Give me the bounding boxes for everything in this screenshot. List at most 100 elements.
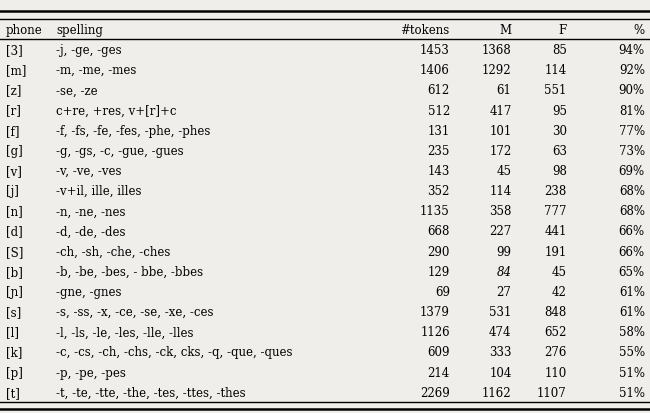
Text: 358: 358 — [489, 205, 512, 218]
Text: [s]: [s] — [6, 305, 21, 318]
Text: 85: 85 — [552, 44, 567, 57]
Text: [m]: [m] — [6, 64, 26, 77]
Text: -p, -pe, -pes: -p, -pe, -pes — [56, 366, 126, 379]
Text: [k]: [k] — [6, 346, 22, 358]
Text: 66%: 66% — [619, 245, 645, 258]
Text: 110: 110 — [545, 366, 567, 379]
Text: 114: 114 — [545, 64, 567, 77]
Text: 1292: 1292 — [482, 64, 512, 77]
Text: [S]: [S] — [6, 245, 23, 258]
Text: [3]: [3] — [6, 44, 23, 57]
Text: [p]: [p] — [6, 366, 23, 379]
Text: 227: 227 — [489, 225, 512, 238]
Text: 77%: 77% — [619, 124, 645, 138]
Text: 99: 99 — [497, 245, 512, 258]
Text: 612: 612 — [428, 84, 450, 97]
Text: 609: 609 — [427, 346, 450, 358]
Text: -m, -me, -mes: -m, -me, -mes — [56, 64, 136, 77]
Text: 27: 27 — [497, 285, 512, 298]
Text: 90%: 90% — [619, 84, 645, 97]
Text: 73%: 73% — [619, 145, 645, 157]
Text: 51%: 51% — [619, 386, 645, 399]
Text: [l]: [l] — [6, 325, 19, 339]
Text: 1406: 1406 — [420, 64, 450, 77]
Text: 92%: 92% — [619, 64, 645, 77]
Text: -gne, -gnes: -gne, -gnes — [56, 285, 122, 298]
Text: 63: 63 — [552, 145, 567, 157]
Text: 66%: 66% — [619, 225, 645, 238]
Text: 441: 441 — [545, 225, 567, 238]
Text: 1162: 1162 — [482, 386, 512, 399]
Text: 1126: 1126 — [420, 325, 450, 339]
Text: 61%: 61% — [619, 285, 645, 298]
Text: 68%: 68% — [619, 205, 645, 218]
Text: 238: 238 — [545, 185, 567, 198]
Text: 276: 276 — [545, 346, 567, 358]
Text: 42: 42 — [552, 285, 567, 298]
Text: 45: 45 — [552, 265, 567, 278]
Text: 2269: 2269 — [420, 386, 450, 399]
Text: 191: 191 — [545, 245, 567, 258]
Text: 652: 652 — [545, 325, 567, 339]
Text: 848: 848 — [545, 305, 567, 318]
Text: 143: 143 — [428, 165, 450, 178]
Text: #tokens: #tokens — [400, 24, 450, 37]
Text: -ch, -sh, -che, -ches: -ch, -sh, -che, -ches — [56, 245, 170, 258]
Text: -d, -de, -des: -d, -de, -des — [56, 225, 125, 238]
Text: 98: 98 — [552, 165, 567, 178]
Text: 45: 45 — [497, 165, 512, 178]
Text: 290: 290 — [428, 245, 450, 258]
Text: 214: 214 — [428, 366, 450, 379]
Text: 551: 551 — [545, 84, 567, 97]
Text: 55%: 55% — [619, 346, 645, 358]
Text: 81%: 81% — [619, 104, 645, 117]
Text: -s, -ss, -x, -ce, -se, -xe, -ces: -s, -ss, -x, -ce, -se, -xe, -ces — [56, 305, 213, 318]
Text: -se, -ze: -se, -ze — [56, 84, 98, 97]
Text: -v+il, ille, illes: -v+il, ille, illes — [56, 185, 142, 198]
Text: 65%: 65% — [619, 265, 645, 278]
Text: F: F — [558, 24, 567, 37]
Text: 352: 352 — [428, 185, 450, 198]
Text: 417: 417 — [489, 104, 512, 117]
Text: 333: 333 — [489, 346, 512, 358]
Text: [r]: [r] — [6, 104, 21, 117]
Text: -c, -cs, -ch, -chs, -ck, cks, -q, -que, -ques: -c, -cs, -ch, -chs, -ck, cks, -q, -que, … — [56, 346, 292, 358]
Text: %: % — [634, 24, 645, 37]
Text: 101: 101 — [489, 124, 512, 138]
Text: 61%: 61% — [619, 305, 645, 318]
Text: [d]: [d] — [6, 225, 23, 238]
Text: 68%: 68% — [619, 185, 645, 198]
Text: -j, -ge, -ges: -j, -ge, -ges — [56, 44, 122, 57]
Text: spelling: spelling — [56, 24, 103, 37]
Text: 1453: 1453 — [420, 44, 450, 57]
Text: c+re, +res, v+[r]+c: c+re, +res, v+[r]+c — [56, 104, 176, 117]
Text: 1107: 1107 — [537, 386, 567, 399]
Text: 104: 104 — [489, 366, 512, 379]
Text: [z]: [z] — [6, 84, 21, 97]
Text: 69%: 69% — [619, 165, 645, 178]
Text: 94%: 94% — [619, 44, 645, 57]
Text: -n, -ne, -nes: -n, -ne, -nes — [56, 205, 125, 218]
Text: [ɲ]: [ɲ] — [6, 285, 23, 298]
Text: -v, -ve, -ves: -v, -ve, -ves — [56, 165, 122, 178]
Text: [j]: [j] — [6, 185, 19, 198]
Text: 531: 531 — [489, 305, 512, 318]
Text: 69: 69 — [435, 285, 450, 298]
Text: 474: 474 — [489, 325, 512, 339]
Text: [v]: [v] — [6, 165, 21, 178]
Text: [b]: [b] — [6, 265, 23, 278]
Text: -f, -fs, -fe, -fes, -phe, -phes: -f, -fs, -fe, -fes, -phe, -phes — [56, 124, 211, 138]
Text: 114: 114 — [489, 185, 512, 198]
Text: 129: 129 — [428, 265, 450, 278]
Text: 131: 131 — [428, 124, 450, 138]
Text: -t, -te, -tte, -the, -tes, -ttes, -thes: -t, -te, -tte, -the, -tes, -ttes, -thes — [56, 386, 246, 399]
Text: -g, -gs, -c, -gue, -gues: -g, -gs, -c, -gue, -gues — [56, 145, 183, 157]
Text: M: M — [499, 24, 512, 37]
Text: [n]: [n] — [6, 205, 23, 218]
Text: 172: 172 — [489, 145, 512, 157]
Text: 235: 235 — [428, 145, 450, 157]
Text: [g]: [g] — [6, 145, 23, 157]
Text: 777: 777 — [544, 205, 567, 218]
Text: 61: 61 — [497, 84, 512, 97]
Text: -b, -be, -bes, - bbe, -bbes: -b, -be, -bes, - bbe, -bbes — [56, 265, 203, 278]
